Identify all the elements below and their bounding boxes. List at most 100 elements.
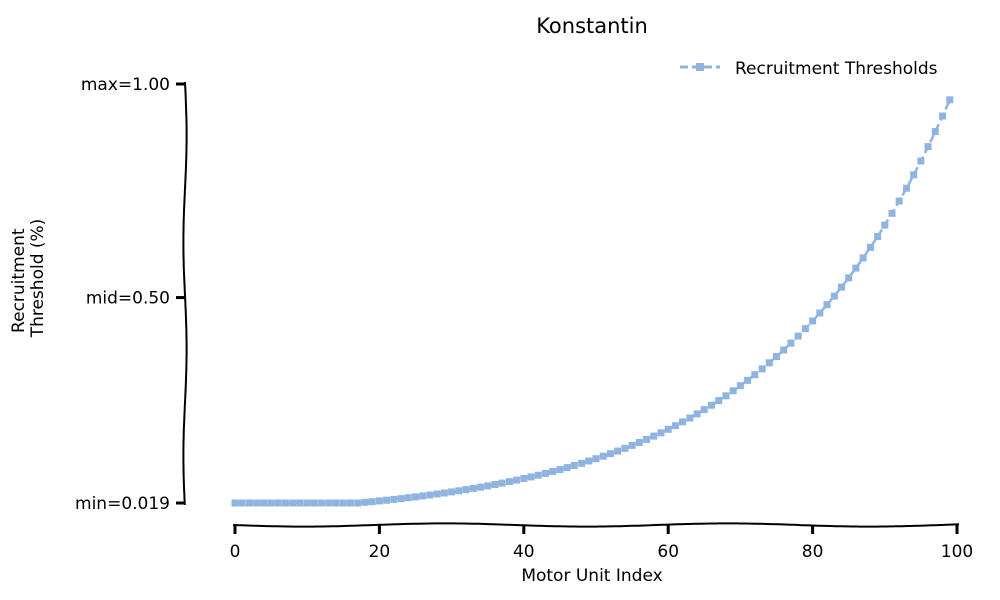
data-point bbox=[419, 492, 427, 500]
data-point bbox=[845, 274, 853, 282]
data-point bbox=[318, 499, 326, 507]
data-point bbox=[469, 484, 477, 492]
data-point bbox=[433, 490, 441, 498]
data-point bbox=[491, 481, 499, 488]
y-axis-label-line-2: Threshold (%) bbox=[28, 219, 48, 339]
data-point bbox=[347, 499, 354, 507]
data-point bbox=[592, 455, 600, 463]
data-point bbox=[729, 387, 737, 395]
data-point bbox=[866, 243, 874, 251]
data-point bbox=[238, 499, 246, 507]
data-point bbox=[708, 401, 715, 409]
data-point bbox=[606, 450, 614, 458]
data-point bbox=[773, 353, 780, 360]
data-point bbox=[534, 471, 542, 479]
data-point bbox=[296, 499, 304, 507]
y-ticks: min=0.019 mid=0.50 max=1.00 bbox=[75, 75, 185, 514]
data-point bbox=[946, 96, 954, 104]
data-point bbox=[823, 301, 831, 309]
data-point bbox=[477, 483, 484, 491]
data-point bbox=[361, 498, 369, 506]
data-point bbox=[722, 392, 730, 400]
data-point bbox=[939, 112, 947, 120]
y-axis-line bbox=[182, 81, 188, 506]
y-axis-label-line-1: Recruitment bbox=[9, 228, 29, 333]
data-point bbox=[440, 489, 448, 497]
data-point bbox=[650, 432, 658, 440]
data-point bbox=[368, 498, 376, 506]
legend-label: Recruitment Thresholds bbox=[735, 59, 938, 79]
data-point bbox=[339, 499, 347, 507]
data-point bbox=[621, 444, 629, 452]
data-point bbox=[585, 457, 593, 465]
data-point bbox=[412, 493, 419, 501]
data-point bbox=[397, 495, 405, 503]
data-point bbox=[231, 499, 239, 507]
y-tick-label: min=0.019 bbox=[75, 494, 170, 514]
data-point bbox=[303, 499, 311, 507]
data-point bbox=[599, 452, 607, 460]
data-point bbox=[838, 283, 845, 291]
data-point bbox=[614, 447, 622, 455]
data-point bbox=[455, 487, 463, 495]
data-point bbox=[874, 233, 882, 240]
data-point bbox=[289, 499, 297, 507]
data-point bbox=[282, 499, 289, 507]
data-point bbox=[325, 499, 333, 507]
data-point bbox=[859, 254, 867, 262]
data-point bbox=[903, 184, 910, 192]
x-tick-label: 60 bbox=[657, 542, 679, 562]
data-point bbox=[664, 425, 672, 433]
data-point bbox=[513, 476, 521, 484]
data-point bbox=[274, 499, 282, 507]
data-point bbox=[635, 439, 643, 446]
data-point bbox=[498, 479, 506, 487]
data-point bbox=[830, 292, 838, 300]
data-point bbox=[686, 414, 694, 422]
data-point bbox=[780, 346, 788, 354]
data-point bbox=[924, 143, 932, 151]
data-point bbox=[267, 499, 275, 507]
data-point bbox=[801, 325, 809, 333]
x-ticks: 0 20 40 60 80 100 bbox=[230, 525, 973, 562]
data-point bbox=[404, 494, 412, 502]
data-point bbox=[484, 482, 492, 490]
data-point bbox=[549, 468, 557, 475]
data-point bbox=[310, 499, 318, 507]
data-point bbox=[931, 128, 939, 136]
data-point bbox=[881, 221, 889, 229]
data-point bbox=[700, 406, 708, 414]
data-point bbox=[671, 422, 679, 430]
data-point bbox=[910, 171, 918, 179]
data-point bbox=[751, 371, 759, 379]
series-recruitment-thresholds bbox=[231, 96, 954, 507]
chart-title: Konstantin bbox=[536, 14, 648, 38]
x-axis-label: Motor Unit Index bbox=[521, 566, 662, 586]
legend: Recruitment Thresholds bbox=[680, 59, 938, 79]
x-tick-label: 0 bbox=[230, 542, 241, 562]
series-line bbox=[235, 99, 951, 505]
data-point bbox=[375, 497, 383, 505]
data-point bbox=[888, 209, 896, 217]
x-tick-label: 100 bbox=[941, 542, 973, 562]
data-point bbox=[332, 499, 340, 507]
data-point bbox=[253, 499, 261, 507]
data-point bbox=[527, 473, 535, 481]
data-point bbox=[765, 359, 773, 367]
data-point bbox=[758, 365, 766, 373]
data-point bbox=[520, 475, 528, 482]
y-tick-label: max=1.00 bbox=[81, 75, 170, 95]
legend-swatch-marker bbox=[696, 63, 704, 71]
data-point bbox=[816, 309, 824, 317]
data-point bbox=[542, 469, 549, 477]
data-point bbox=[426, 491, 434, 499]
data-point bbox=[643, 435, 650, 443]
data-point bbox=[556, 466, 564, 474]
data-point bbox=[570, 462, 578, 469]
data-point bbox=[917, 157, 925, 165]
data-point bbox=[895, 197, 903, 205]
data-point bbox=[383, 496, 391, 504]
data-point bbox=[736, 382, 744, 390]
x-axis-line bbox=[232, 522, 960, 528]
